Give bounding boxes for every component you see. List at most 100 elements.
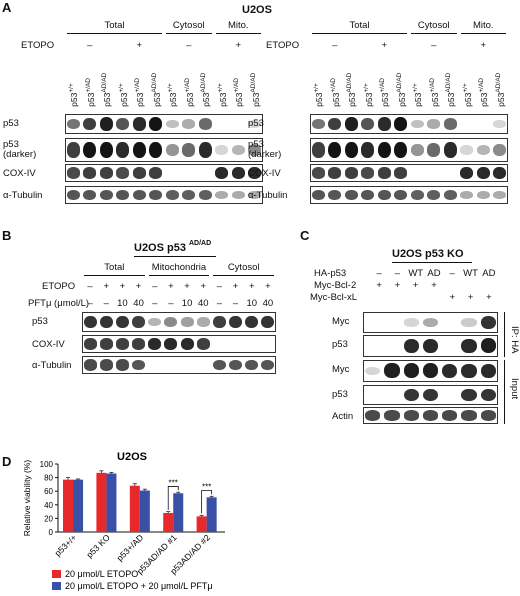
- panel-b-blot: [82, 335, 276, 353]
- viability-bar-chart: U2OS 0 20 40 60 80 100 Relative viability (%) p5…: [22, 451, 225, 591]
- panel-a-genotype-label: p53+/+: [68, 83, 80, 107]
- panel-a-band: [377, 117, 391, 131]
- panel-c-bracket-input: [504, 360, 505, 424]
- panel-a-band: [83, 141, 97, 159]
- y-axis-label: Relative viability (%): [22, 460, 32, 537]
- panel-c-band: [384, 363, 400, 379]
- panel-b-etopo-sign: +: [248, 281, 255, 292]
- panel-c-band: [461, 363, 477, 379]
- panel-a-band: [410, 189, 424, 201]
- panel-c-condition-value: AD: [427, 268, 441, 279]
- panel-a-row-label: α-Tubulin: [3, 190, 43, 201]
- panel-a-band: [344, 189, 358, 201]
- panel-c-blot: [363, 385, 498, 405]
- panel-a-etopo-sign: –: [332, 40, 338, 51]
- panel-c-band: [422, 410, 439, 421]
- panel-c-row-label: p53: [332, 389, 348, 400]
- panel-b-band: [261, 359, 275, 371]
- panel-a-band: [394, 141, 408, 159]
- panel-c-bracket-ip: [504, 312, 505, 357]
- panel-b-pft-value: –: [103, 298, 109, 309]
- y-tick-label: 80: [44, 474, 53, 483]
- panel-a-band: [132, 167, 146, 179]
- panel-b-etopo-sign: +: [265, 281, 271, 292]
- panel-b-band: [212, 359, 226, 371]
- panel-c-side-label-input: Input: [509, 378, 520, 400]
- panel-a-genotype-label: p53+/AD: [478, 78, 490, 107]
- panel-a-band: [231, 144, 245, 156]
- panel-b-band: [83, 359, 97, 371]
- panel-b-group-label: Total: [104, 262, 125, 273]
- panel-a-row-label: p53: [248, 118, 264, 129]
- panel-a-genotype-label: p53AD/AD: [395, 72, 407, 107]
- panel-b-band: [99, 359, 113, 371]
- panel-b-band: [180, 338, 194, 350]
- significance-label: ***: [169, 478, 178, 487]
- panel-b-pft-value: 40: [197, 298, 209, 309]
- panel-b-band: [164, 338, 178, 350]
- panel-c-condition-value: +: [486, 292, 492, 303]
- panel-a-blot: [310, 138, 508, 162]
- panel-a-band: [460, 167, 474, 179]
- panel-b-etopo-sign: +: [103, 281, 110, 292]
- panel-a-blot: [65, 164, 263, 182]
- panel-a-band: [116, 142, 130, 158]
- panel-c-row-label: Myc: [332, 316, 350, 327]
- panel-a-group-underline: [166, 33, 212, 34]
- panel-a-band: [427, 189, 441, 201]
- panel-a-band: [476, 190, 490, 200]
- panel-c-band: [403, 388, 419, 402]
- panel-b-row-label: COX-IV: [32, 339, 65, 350]
- panel-c-band: [403, 318, 419, 327]
- panel-c-side-label-ip: IP: HA: [509, 326, 520, 354]
- panel-a-band: [132, 189, 146, 201]
- panel-b-band: [115, 338, 129, 350]
- panel-a-band: [116, 118, 130, 130]
- bar: [63, 479, 74, 532]
- panel-a-group-label: Cytosol: [417, 20, 450, 31]
- panel-c-condition-value: +: [467, 292, 474, 303]
- panel-b-pft-value: –: [152, 298, 158, 309]
- panel-a-etopo-sign: –: [431, 40, 437, 51]
- panel-c-condition-label: HA-p53: [314, 268, 347, 279]
- panel-c-band: [422, 317, 439, 328]
- panel-b-title-superscript: AD/AD: [189, 240, 212, 247]
- panel-a-genotype-label: p53AD/AD: [150, 72, 162, 107]
- panel-a-blot: [65, 186, 263, 204]
- panel-c-blot: [363, 360, 498, 382]
- panel-a-row-label: COX-IV: [3, 168, 36, 179]
- panel-a-band: [311, 118, 325, 130]
- panel-a-row-label: COX-IV: [248, 168, 281, 179]
- panel-a-genotype-label: p53+/AD: [428, 78, 440, 107]
- panel-a-band: [165, 119, 179, 129]
- panel-a-group-label: Total: [104, 20, 125, 31]
- bar: [206, 497, 217, 532]
- panel-a-band: [99, 141, 113, 159]
- panel-a-genotype-label: p53AD/AD: [445, 72, 457, 107]
- panel-b-band: [196, 338, 210, 350]
- panel-a-band: [328, 167, 342, 179]
- panel-b-band: [115, 359, 129, 371]
- panel-a-row-label: p53 (darker): [3, 139, 37, 160]
- panel-a-genotype-label: p53+/+: [362, 83, 374, 107]
- bar: [106, 473, 117, 532]
- panel-a-band: [344, 141, 358, 159]
- panel-a-band: [149, 189, 163, 201]
- panel-c-title-underline: [392, 262, 472, 263]
- panel-b-etopo-sign: –: [87, 281, 93, 292]
- panel-a-group-label: Cytosol: [172, 20, 205, 31]
- panel-b-row-label: p53: [32, 316, 48, 327]
- panel-b-etopo-sign: +: [135, 281, 142, 292]
- y-tick-label: 0: [49, 528, 54, 537]
- panel-a-band: [476, 144, 490, 156]
- panel-a-genotype-label: p53+/AD: [329, 78, 341, 107]
- y-tick-label: 100: [40, 460, 54, 469]
- panel-b-title: U2OS p53: [134, 242, 186, 254]
- panel-b-pft-value: –: [87, 298, 93, 309]
- panel-a-etopo-sign: +: [235, 40, 242, 51]
- panel-b-band: [132, 315, 146, 329]
- panel-a-band: [99, 189, 113, 201]
- panel-a-band: [410, 119, 424, 129]
- chart-title: U2OS: [117, 451, 147, 463]
- panel-a-group-label: Total: [349, 20, 370, 31]
